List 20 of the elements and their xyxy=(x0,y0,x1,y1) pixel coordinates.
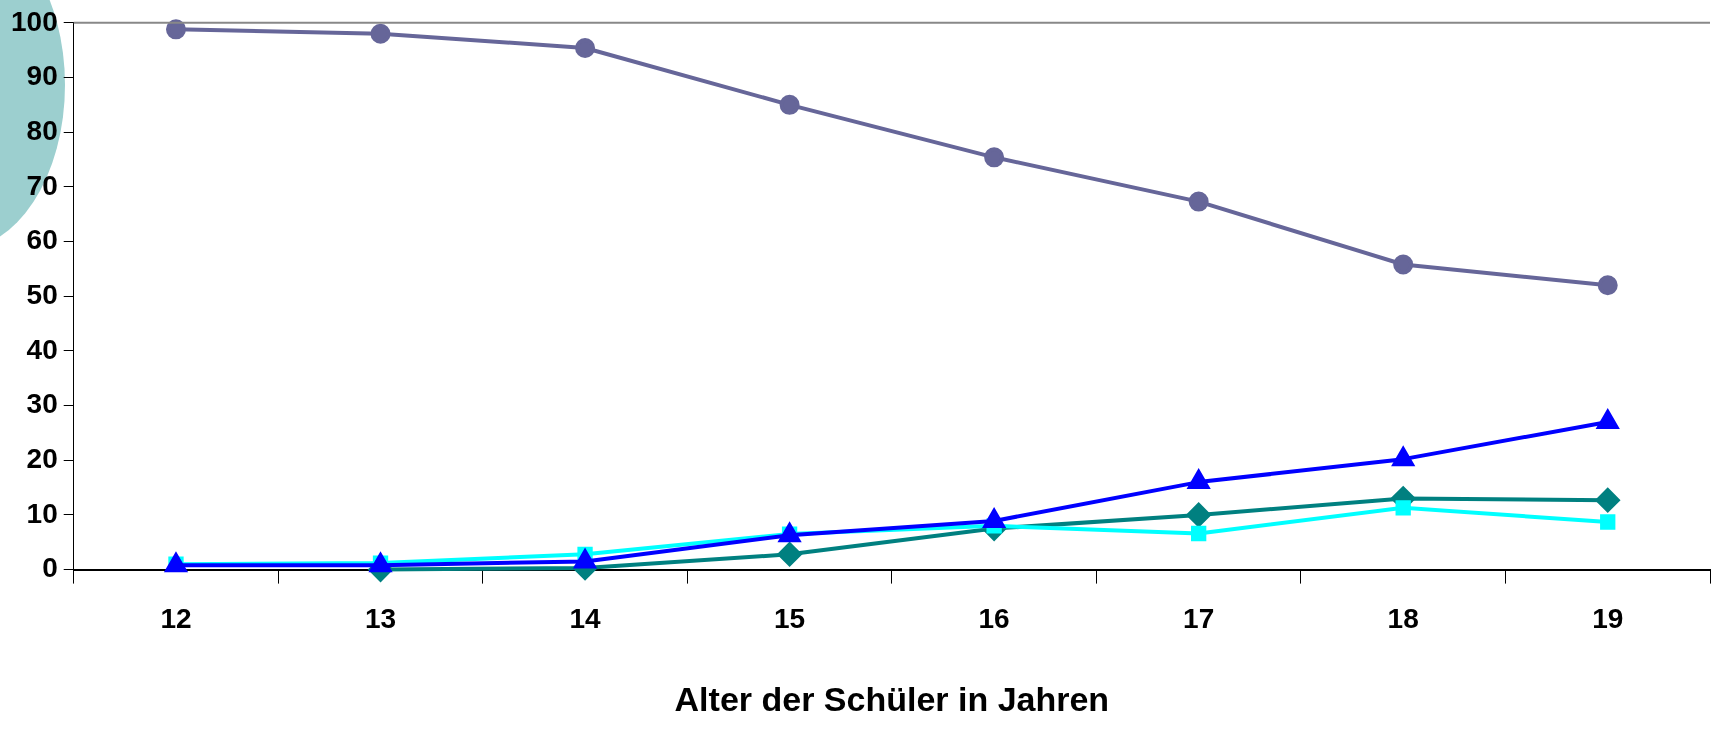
y-tick-label: 60 xyxy=(26,224,58,256)
x-tick-label: 14 xyxy=(569,603,602,635)
x-tick-label: 15 xyxy=(774,603,806,635)
y-tick-label: 30 xyxy=(26,388,58,420)
y-tick-label: 100 xyxy=(11,5,58,37)
y-tick-label: 90 xyxy=(26,60,58,92)
y-tick-label: 0 xyxy=(42,552,58,584)
y-tick-label: 10 xyxy=(26,497,58,529)
x-tick-label: 19 xyxy=(1592,603,1624,635)
y-tick-label: 40 xyxy=(26,333,58,365)
x-axis-title: Alter der Schüler in Jahren xyxy=(674,679,1110,718)
x-tick-label: 13 xyxy=(364,603,397,635)
y-tick-label: 20 xyxy=(26,442,58,474)
x-tick-label: 12 xyxy=(160,603,192,635)
y-tick-label: 70 xyxy=(26,169,58,201)
x-tick-label: 17 xyxy=(1183,603,1215,635)
y-tick-label: 80 xyxy=(26,114,58,146)
x-tick-label: 18 xyxy=(1387,603,1419,635)
y-tick-label: 50 xyxy=(26,278,58,310)
x-tick-label: 16 xyxy=(978,603,1010,635)
